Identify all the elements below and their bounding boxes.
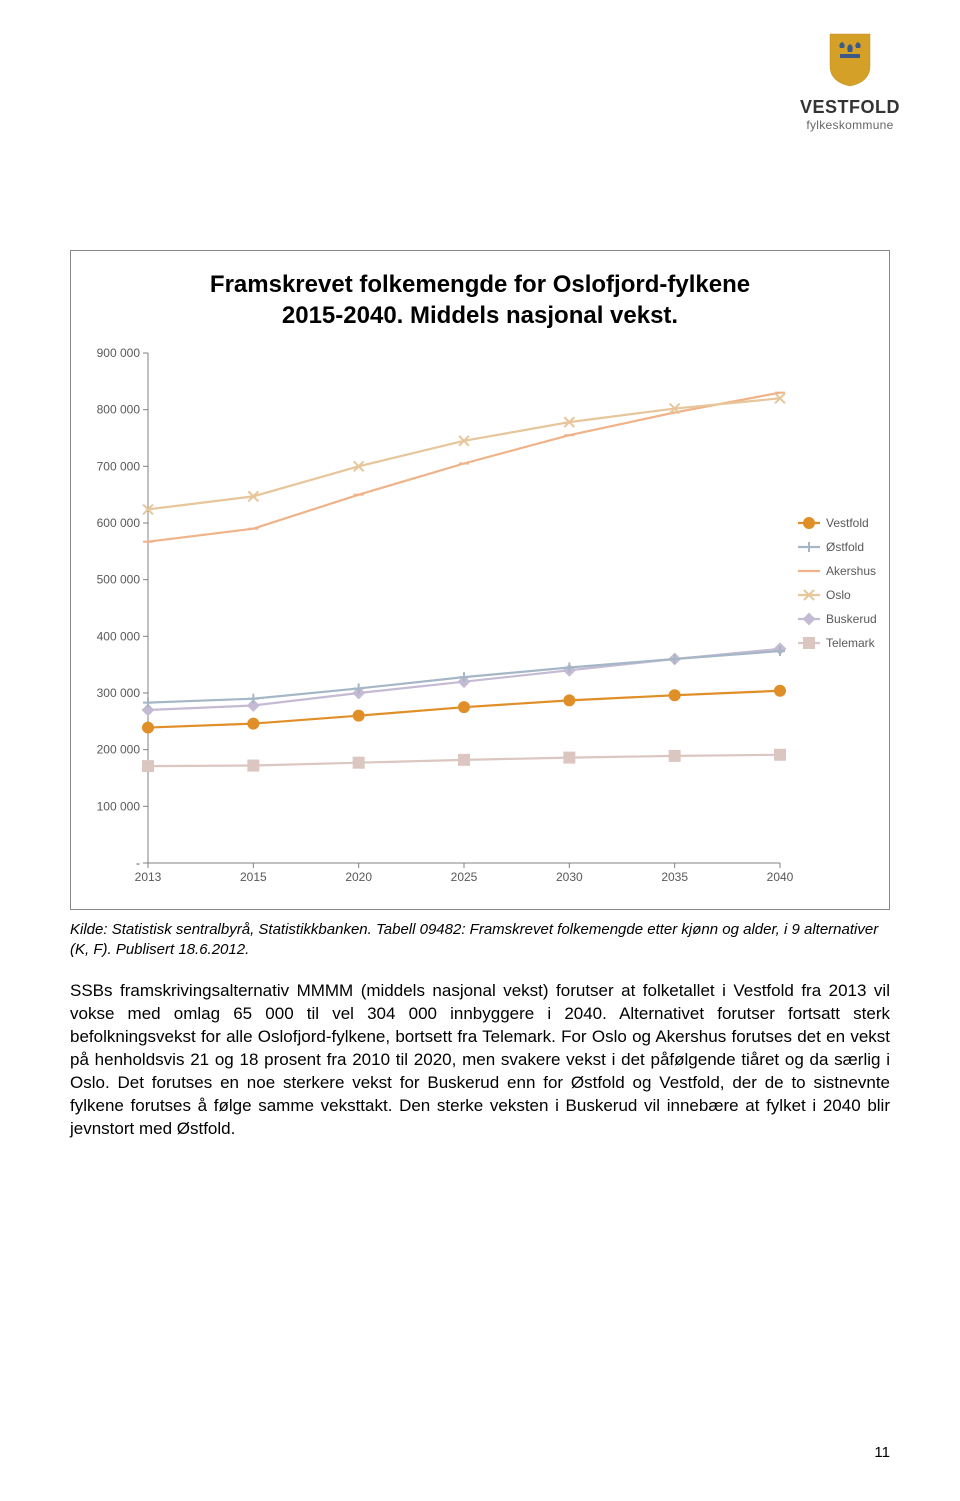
svg-text:2040: 2040	[767, 870, 794, 884]
svg-text:2035: 2035	[661, 870, 688, 884]
chart-container: Framskrevet folkemengde for Oslofjord-fy…	[70, 250, 890, 910]
svg-text:600 000: 600 000	[97, 516, 141, 530]
svg-text:800 000: 800 000	[97, 403, 141, 417]
svg-text:2030: 2030	[556, 870, 583, 884]
logo-title: VESTFOLD	[800, 97, 900, 118]
body-paragraph: SSBs framskrivingsalternativ MMMM (midde…	[70, 980, 890, 1141]
svg-text:2025: 2025	[451, 870, 478, 884]
svg-text:Akershus: Akershus	[826, 564, 876, 578]
svg-text:Oslo: Oslo	[826, 588, 851, 602]
svg-text:100 000: 100 000	[97, 800, 141, 814]
svg-text:900 000: 900 000	[97, 346, 141, 360]
svg-text:200 000: 200 000	[97, 743, 141, 757]
logo: VESTFOLD fylkeskommune	[800, 30, 900, 132]
svg-text:Telemark: Telemark	[826, 636, 876, 650]
svg-text:400 000: 400 000	[97, 630, 141, 644]
svg-text:2020: 2020	[345, 870, 372, 884]
svg-text:Østfold: Østfold	[826, 540, 864, 554]
svg-text:500 000: 500 000	[97, 573, 141, 587]
svg-text:700 000: 700 000	[97, 460, 141, 474]
chart-plot: - 100 000 200 000 300 000 400 000 500 000 600 …	[79, 343, 881, 903]
page-number: 11	[874, 1444, 890, 1461]
svg-text:Buskerud: Buskerud	[826, 612, 877, 626]
chart-title: Framskrevet folkemengde for Oslofjord-fy…	[79, 269, 881, 331]
svg-text:300 000: 300 000	[97, 686, 141, 700]
logo-subtitle: fylkeskommune	[800, 118, 900, 132]
svg-text:Vestfold: Vestfold	[826, 516, 869, 530]
svg-text:-: -	[136, 856, 140, 870]
shield-icon	[826, 30, 874, 88]
svg-text:2015: 2015	[240, 870, 267, 884]
svg-text:2013: 2013	[135, 870, 162, 884]
source-citation: Kilde: Statistisk sentralbyrå, Statistik…	[70, 920, 890, 961]
chart-svg: - 100 000 200 000 300 000 400 000 500 000 600 …	[79, 343, 881, 903]
